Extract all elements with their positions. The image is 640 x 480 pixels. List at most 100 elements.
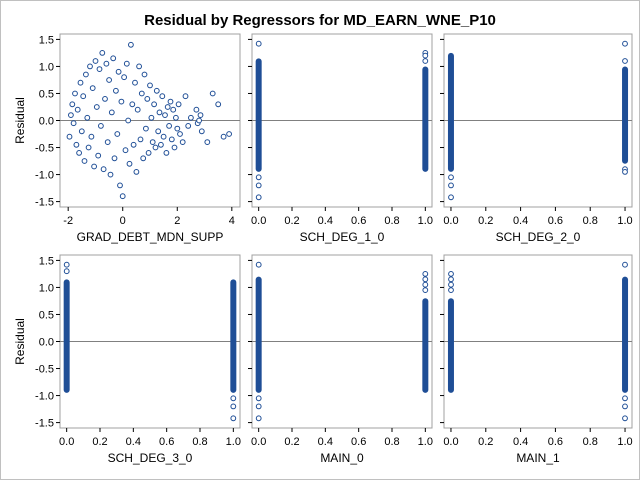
data-point — [126, 160, 133, 167]
y-tick-label: -0.5 — [35, 143, 54, 155]
data-point — [136, 63, 143, 70]
data-point — [100, 166, 107, 173]
x-tick-label: 1.0 — [226, 436, 241, 448]
points-layer — [255, 40, 429, 201]
data-point — [422, 276, 429, 283]
data-point — [63, 261, 70, 268]
data-point — [80, 93, 87, 100]
data-point — [193, 106, 200, 113]
x-tick-label: 0.8 — [583, 215, 598, 227]
x-tick-label: 1.0 — [617, 215, 632, 227]
data-point — [422, 58, 429, 64]
residual-band — [230, 279, 237, 393]
x-tick-label: 0.8 — [583, 436, 598, 448]
x-axis-label: MAIN_0 — [320, 451, 364, 465]
data-point — [168, 136, 175, 143]
data-point — [144, 96, 151, 102]
data-point — [174, 125, 181, 132]
data-point — [230, 403, 237, 410]
data-point — [83, 71, 89, 78]
x-tick-label: 4 — [229, 215, 235, 227]
data-point — [622, 261, 628, 268]
data-point — [111, 155, 118, 162]
y-tick-label: -1.0 — [35, 391, 54, 403]
panel-3: 0.0 0.2 0.4 0.6 0.8 1.0 SCH_DEG_2_0 — [440, 33, 633, 244]
panel-grid: -1.5 -1.0 -0.5 0.0 0.5 1.0 1.5 -2 0 2 4 GRAD_DEBT_M… — [13, 33, 633, 465]
data-point — [448, 174, 454, 181]
y-tick-label: 1.0 — [39, 282, 54, 294]
data-point — [66, 133, 73, 140]
panel-2: 0.0 0.2 0.4 0.6 0.8 1.0 SCH_DEG_1_0 — [248, 33, 433, 244]
data-point — [113, 87, 119, 94]
residual-band — [255, 58, 262, 172]
data-point — [72, 90, 78, 97]
data-point — [84, 114, 91, 121]
data-point — [125, 117, 132, 124]
data-point — [149, 139, 156, 146]
data-point — [185, 123, 192, 129]
data-point — [155, 128, 162, 135]
data-point — [255, 194, 262, 201]
data-point — [117, 182, 123, 189]
data-point — [422, 52, 429, 59]
residual-band — [622, 276, 629, 393]
data-point — [255, 261, 262, 268]
data-point — [134, 106, 141, 113]
panel-5: 0.0 0.2 0.4 0.6 0.8 1.0 MAIN_0 — [248, 254, 433, 465]
x-tick-label: 0.6 — [548, 436, 563, 448]
data-point — [93, 104, 100, 110]
data-point — [110, 55, 117, 62]
data-point — [622, 40, 628, 47]
x-tick-label: 0.8 — [384, 215, 399, 227]
data-point — [166, 123, 173, 129]
data-point — [448, 194, 454, 201]
data-point — [76, 150, 82, 156]
x-tick-label: 0.4 — [513, 215, 528, 227]
x-axis-label: SCH_DEG_2_0 — [496, 230, 581, 244]
data-point — [255, 395, 262, 402]
x-tick-label: 0.4 — [513, 436, 528, 448]
x-tick-label: 0.0 — [59, 436, 74, 448]
points-layer — [255, 261, 429, 422]
x-axis-label: GRAD_DEBT_MDN_SUPP — [77, 230, 224, 244]
data-point — [63, 268, 70, 275]
data-point — [121, 74, 127, 81]
data-point — [77, 79, 84, 86]
data-point — [88, 133, 95, 140]
data-point — [171, 144, 178, 151]
x-tick-label: 0.2 — [284, 436, 299, 448]
data-point — [89, 85, 96, 91]
data-point — [198, 128, 205, 135]
data-point — [128, 41, 134, 48]
residual-band — [622, 66, 629, 164]
y-axis-label: Residual — [13, 97, 27, 144]
y-tick-label: -0.5 — [35, 364, 54, 376]
data-point — [158, 141, 164, 148]
data-point — [104, 139, 111, 146]
y-tick-label: 1.5 — [39, 255, 54, 267]
data-point — [118, 98, 125, 105]
data-point — [255, 403, 262, 410]
data-point — [114, 131, 121, 137]
data-point — [163, 150, 170, 156]
points-layer — [63, 261, 237, 422]
data-point — [230, 395, 237, 402]
data-point — [255, 182, 262, 189]
residual-band — [447, 52, 454, 172]
data-point — [422, 281, 429, 288]
data-point — [209, 90, 216, 97]
x-tick-label: 0.4 — [318, 215, 333, 227]
data-point — [197, 112, 204, 118]
residual-band — [422, 298, 429, 393]
x-tick-label: 0.2 — [478, 215, 493, 227]
x-tick-label: 0.0 — [443, 215, 458, 227]
data-point — [132, 79, 138, 86]
data-point — [87, 63, 93, 70]
residual-band — [447, 298, 454, 393]
data-point — [622, 169, 628, 175]
panel-6: 0.0 0.2 0.4 0.6 0.8 1.0 MAIN_1 — [440, 254, 633, 465]
data-point — [422, 287, 429, 294]
panel-4: -1.5 -1.0 -0.5 0.0 0.5 1.0 1.5 0.0 0.2 0.4 0.6 0.8 1… — [13, 254, 241, 465]
data-point — [140, 155, 147, 162]
x-tick-label: 0.0 — [251, 436, 266, 448]
